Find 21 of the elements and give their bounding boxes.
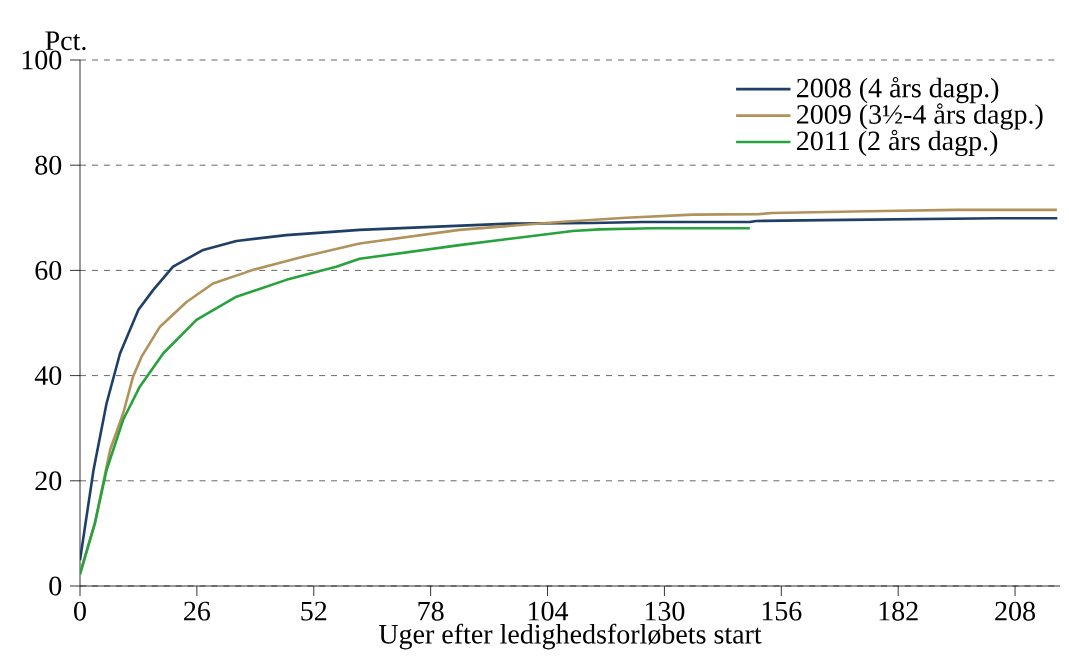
x-tick-label: 78 [418, 601, 444, 621]
x-tick-label: 130 [645, 601, 685, 621]
y-axis-title: Pct. [45, 31, 86, 51]
y-tick-label: 20 [35, 471, 62, 491]
x-tick-label: 182 [879, 601, 918, 621]
x-tick-label: 0 [74, 601, 86, 621]
legend-label: 2011 (2 års dagp.) [797, 129, 998, 157]
x-tick-label: 26 [184, 601, 211, 621]
y-tick-label: 0 [49, 576, 62, 596]
y-tick-label: 40 [34, 366, 62, 386]
x-tick-label: 156 [762, 601, 802, 621]
y-tick-label: 80 [35, 155, 62, 175]
x-tick-label: 104 [529, 601, 569, 621]
x-tick-label: 208 [995, 601, 1035, 621]
x-tick-label: 52 [301, 601, 327, 621]
x-axis-title: Uger efter ledighedsforløbets start [378, 623, 762, 650]
y-tick-label: 60 [35, 260, 62, 280]
y-tick-label: 100 [22, 50, 62, 70]
line-series [80, 227, 752, 576]
legend-label: 2008 (4 års dagp.) [797, 76, 999, 104]
legend-label: 2009 (3½-4 års dagp.) [797, 103, 1043, 130]
